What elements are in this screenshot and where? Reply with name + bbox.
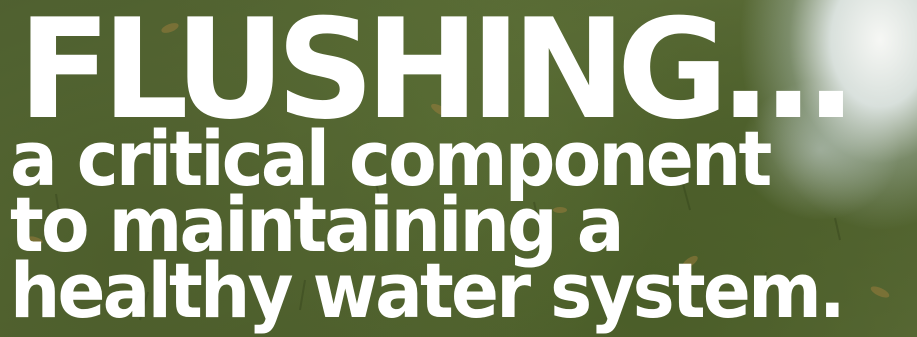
subtitle-line: a critical component	[10, 114, 772, 203]
subtitle-line: healthy water system.	[10, 246, 846, 335]
headline: FLUSHING...	[18, 0, 857, 150]
subtitle-line: to maintaining a	[10, 180, 624, 269]
